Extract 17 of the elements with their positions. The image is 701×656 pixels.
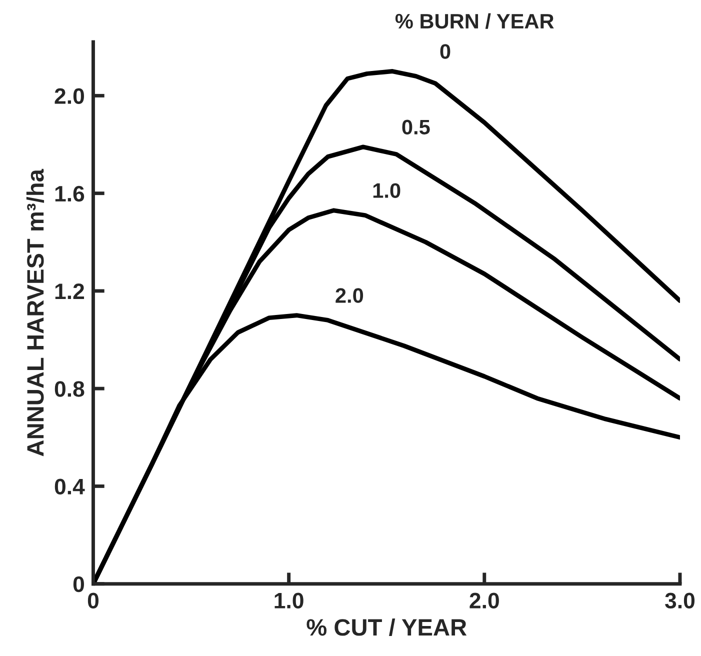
x-tick-label: 0: [88, 592, 98, 608]
series-label: 0: [440, 44, 450, 59]
y-tick-label: 1.6: [55, 186, 84, 202]
legend-title: % BURN / YEAR: [395, 13, 554, 29]
x-tick-label: 3.0: [665, 592, 695, 609]
x-tick-label: 2.0: [470, 592, 499, 608]
y-tick-label: 0: [73, 576, 84, 592]
series-label: 0.5: [402, 120, 430, 134]
x-tick-label: 1.0: [274, 592, 304, 608]
y-axis-title: ANNUAL HARVEST m³/ha: [26, 168, 44, 456]
y-tick-label: 2.0: [54, 88, 84, 104]
series-label: 2.0: [336, 288, 364, 303]
series-label: 1.0: [373, 183, 400, 198]
x-axis-title: % CUT / YEAR: [306, 618, 467, 636]
y-tick-label: 0.8: [54, 381, 84, 397]
y-tick-label: 0.4: [54, 478, 85, 494]
y-tick-label: 1.2: [55, 283, 84, 299]
